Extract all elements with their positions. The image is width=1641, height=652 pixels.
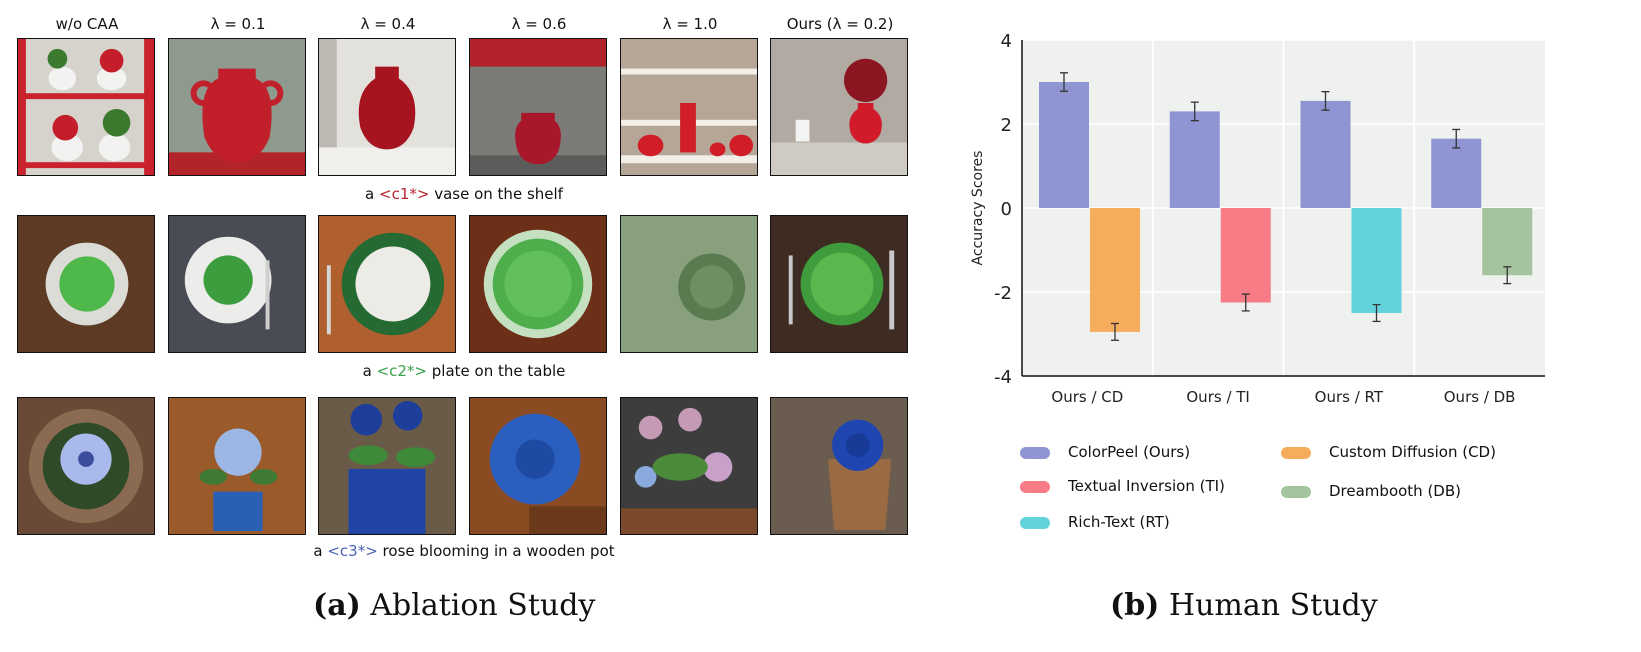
plate-image-lambda-0.1	[168, 215, 306, 353]
bar	[1351, 208, 1402, 313]
column-header: λ = 1.0	[662, 15, 718, 33]
x-tick-label: Ours / CD	[1051, 388, 1123, 406]
rose-image-lambda-0.1	[168, 397, 306, 535]
bar	[1220, 208, 1271, 303]
x-tick-label: Ours / RT	[1315, 388, 1384, 406]
x-tick-label: Ours / DB	[1444, 388, 1516, 406]
y-tick-label: -2	[994, 283, 1012, 304]
subcaption-human-study: (b) Human Study	[1110, 588, 1378, 623]
plate-image-wo-caa	[17, 215, 155, 353]
legend-swatch	[1020, 446, 1050, 459]
legend-item: Textual Inversion (TI)	[1020, 477, 1225, 495]
legend-item: ColorPeel (Ours)	[1020, 443, 1190, 461]
y-tick-label: -4	[994, 367, 1012, 388]
vase-image-wo-caa	[17, 38, 155, 176]
legend-swatch	[1281, 485, 1311, 498]
y-axis-label: Accuracy Scores	[970, 151, 986, 266]
vase-image-lambda-0.6	[469, 38, 607, 176]
bar	[1300, 100, 1351, 208]
human-study-bar-chart: 4 2 0 -2 -4 Ours / CD Ours / TI Ours / RT Ours /…	[970, 31, 1545, 406]
row-caption-rose: a <c3*> rose blooming in a wooden pot	[313, 542, 615, 560]
column-header: λ = 0.4	[360, 15, 416, 33]
subcaption-ablation: (a) Ablation Study	[313, 588, 596, 623]
bar	[1169, 111, 1220, 208]
rose-image-lambda-1.0	[620, 397, 758, 535]
vase-image-lambda-0.4	[318, 38, 456, 176]
row-caption-plate: a <c2*> plate on the table	[362, 362, 566, 380]
plate-image-ours	[770, 215, 908, 353]
y-tick-label: 0	[1001, 199, 1012, 220]
bar	[1431, 138, 1482, 208]
rose-image-wo-caa	[17, 397, 155, 535]
column-header: λ = 0.6	[511, 15, 567, 33]
plate-image-lambda-1.0	[620, 215, 758, 353]
legend-swatch	[1020, 516, 1050, 529]
rose-image-lambda-0.6	[469, 397, 607, 535]
legend-item: Rich-Text (RT)	[1020, 513, 1170, 531]
bar	[1089, 208, 1140, 332]
bar	[1482, 208, 1533, 276]
plate-image-lambda-0.6	[469, 215, 607, 353]
y-tick-label: 4	[1001, 31, 1012, 52]
column-header: Ours (λ = 0.2)	[786, 15, 894, 33]
rose-image-lambda-0.4	[318, 397, 456, 535]
legend-swatch	[1020, 480, 1050, 493]
vase-image-lambda-0.1	[168, 38, 306, 176]
plate-image-lambda-0.4	[318, 215, 456, 353]
y-tick-label: 2	[1001, 115, 1012, 136]
column-header: w/o CAA	[55, 15, 119, 33]
rose-image-ours	[770, 397, 908, 535]
legend-item: Dreambooth (DB)	[1281, 482, 1461, 500]
x-tick-label: Ours / TI	[1186, 388, 1249, 406]
legend-item: Custom Diffusion (CD)	[1281, 443, 1496, 461]
column-header: λ = 0.1	[210, 15, 266, 33]
vase-image-lambda-1.0	[620, 38, 758, 176]
legend-swatch	[1281, 446, 1311, 459]
bar	[1038, 82, 1089, 208]
row-caption-vase: a <c1*> vase on the shelf	[365, 185, 563, 203]
vase-image-ours	[770, 38, 908, 176]
